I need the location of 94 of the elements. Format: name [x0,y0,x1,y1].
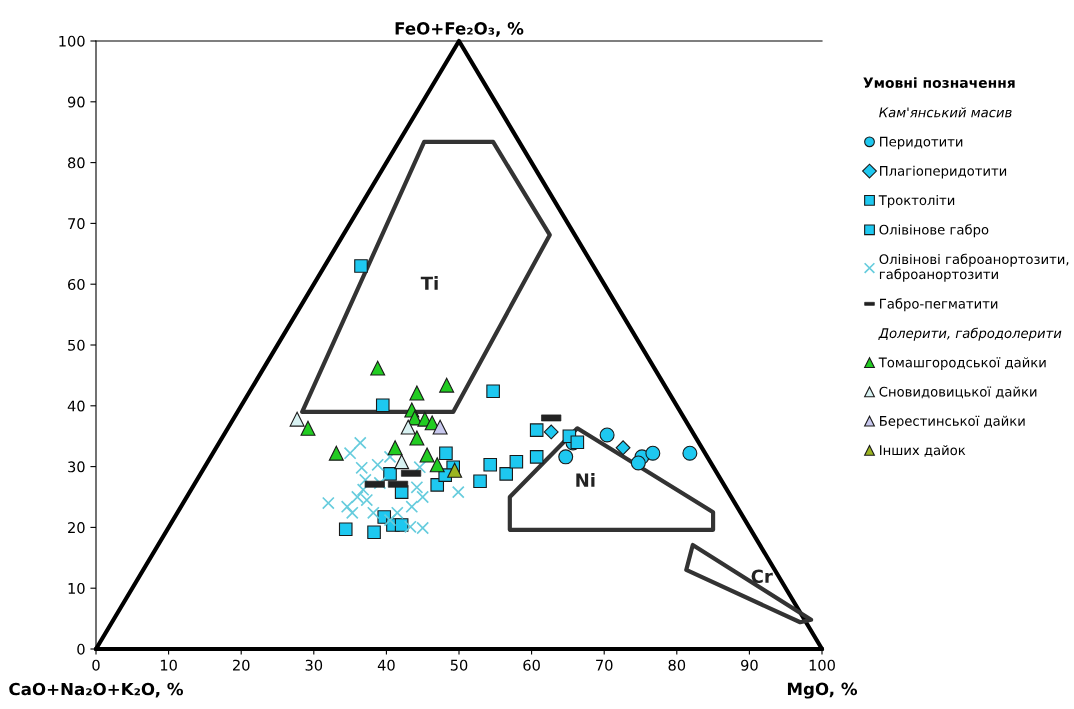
point [570,435,585,450]
point [483,457,498,472]
point [373,476,387,490]
point [340,500,354,514]
point [529,423,544,437]
point [343,446,357,460]
point [615,440,631,456]
x-tick-label: 60 [523,659,540,671]
point [599,427,615,443]
point [509,454,524,469]
point [390,506,404,520]
point [387,440,403,456]
point [630,455,646,471]
annotation: Ni [576,473,595,487]
x-tick-label: 90 [741,659,758,671]
point [353,436,367,450]
point [419,447,435,463]
point [289,411,305,427]
x-tick-label: 20 [232,659,250,671]
annotation: Cr [751,569,773,584]
y-tick-label: 60 [68,278,85,290]
legend-label: Плагіоперидотити [880,165,1007,179]
point [558,449,574,465]
point [345,506,359,520]
y-tick-label: 30 [68,461,85,473]
annotation: Ti [420,276,438,290]
legend-title: Умовні позначення [863,77,1015,88]
point [383,467,397,481]
legend-label: Томашгородської дайки [878,357,1046,370]
text: Кам'янський масив [879,107,1012,118]
legend-label: Олівінові габроанортозити, габроанортозити [879,253,1069,282]
point [409,430,425,446]
point [394,454,410,470]
y-tick-label: 70 [68,218,85,230]
y-axis-title: FeO+Fe₂O₃, % [395,22,524,37]
point [486,384,500,399]
x-tick-label: 70 [596,659,613,671]
point [367,525,381,540]
legend-label: Інших дайок [880,445,966,457]
point [321,496,335,510]
point [383,513,397,527]
y-tick-label: 80 [68,157,85,169]
point [529,450,544,464]
x-tick-label: 0 [92,659,100,671]
point [375,398,390,412]
y-tick-label: 20 [68,522,85,534]
text: Долерити, габродолерити [878,327,1062,341]
point [338,522,353,537]
x-tick-label: 100 [809,659,835,671]
point [413,460,427,474]
x-tick-label: 80 [668,659,686,671]
point [473,474,487,488]
point [409,385,425,401]
point [354,259,368,273]
y-tick-label: 10 [68,582,85,594]
point [371,458,385,472]
y-tick-label: 0 [77,643,85,655]
legend-label: Троктоліти [878,194,955,208]
y-tick-label: 90 [67,96,85,108]
x-tick-label: 10 [160,659,177,671]
point [682,445,698,461]
legend-label: Габро-пегматити [880,298,998,312]
x-tick-label: 30 [305,659,323,671]
point [499,467,513,481]
point [328,445,344,461]
x-tick-label: 50 [450,659,468,671]
point [416,490,430,504]
y-tick-label: 100 [59,35,85,47]
point [358,473,372,487]
y-tick-label: 50 [68,339,85,351]
point [366,506,380,520]
legend-label: Берестинської дайки [880,415,1025,429]
x-tick-label: 40 [377,659,395,671]
point [300,420,316,436]
legend-label: Перидотити [880,136,963,150]
point [543,424,559,440]
legend-label: Сновидовицької дайки [879,386,1037,399]
point [355,461,369,475]
point [432,419,448,435]
x-axis-title: MgO, % [787,682,858,699]
point [383,450,397,464]
point [356,483,370,497]
point [451,485,465,499]
point [370,360,386,376]
point [429,457,445,473]
point [405,500,419,514]
point [645,445,661,461]
text: CaO+Na₂O+K₂O, % [9,682,184,698]
point [439,377,455,393]
point [410,480,424,494]
legend-label: Олівінове габро [879,224,989,238]
point [439,446,453,461]
point [400,419,416,435]
y-tick-label: 40 [67,400,85,412]
